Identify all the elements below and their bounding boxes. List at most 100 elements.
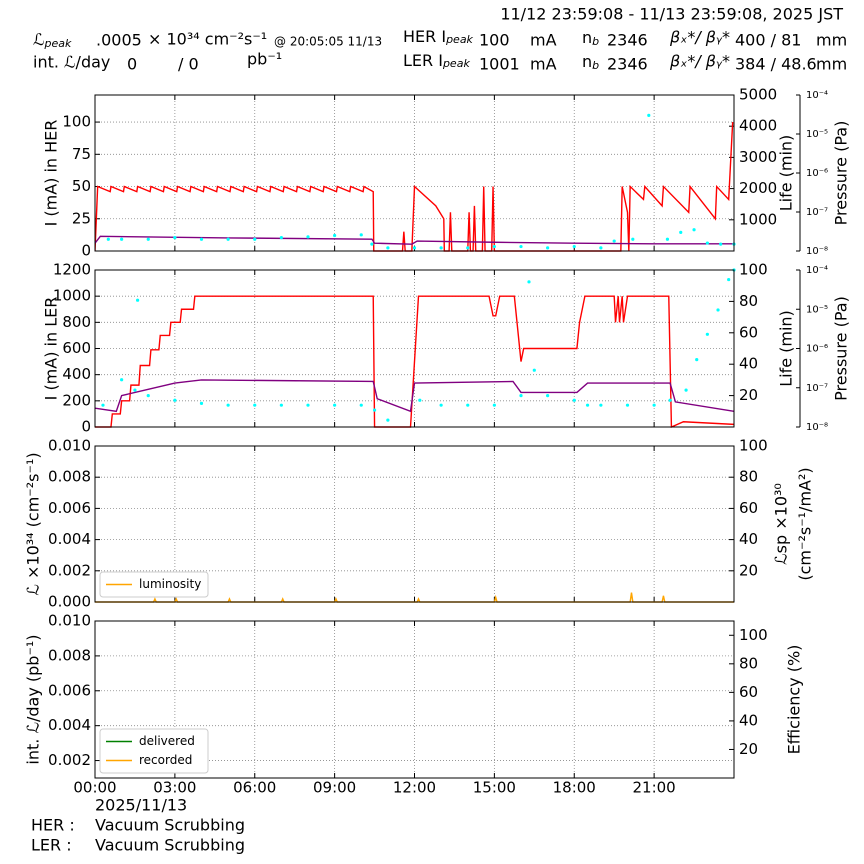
data-point (492, 244, 496, 249)
data-point (519, 244, 523, 249)
y2-axis-label: (cm⁻²s⁻¹/mA²) (796, 467, 815, 580)
subscript: peak (445, 33, 473, 46)
y-tick-label: 0 (81, 418, 91, 436)
x-tick-label: 00:00 (73, 779, 116, 797)
data-point (668, 398, 672, 402)
y2-tick-label: 1000 (739, 210, 777, 228)
subscript: peak (442, 57, 470, 70)
data-point (439, 246, 443, 250)
data-point (679, 230, 683, 234)
data-point (146, 394, 150, 398)
label: LER I (403, 51, 443, 70)
data-point (572, 398, 576, 402)
data-point (253, 403, 257, 407)
data-point (333, 233, 337, 238)
panel: 0.000 0.002 0.004 0.006 0.008 0.010 20 40 60 80 10… (24, 437, 815, 611)
y2-tick-label: 40 (739, 355, 758, 373)
data-point (684, 388, 688, 392)
y-tick-label: 200 (62, 391, 91, 409)
y2-tick-label: 3000 (739, 148, 777, 166)
her-ipeak-label: HER Ipeak (403, 27, 474, 47)
data-point (370, 242, 374, 246)
data-point (625, 403, 630, 407)
y-tick-label: 0.006 (48, 681, 91, 699)
data-point (359, 233, 363, 237)
y2-tick-label: 100 (739, 626, 768, 644)
y3-axis-label: Pressure (Pa) (832, 296, 851, 401)
label: n (582, 28, 592, 47)
y2-tick-label: 40 (739, 530, 758, 548)
data-line (95, 235, 734, 245)
y3-tick-label: 10⁻⁵ (806, 129, 828, 140)
y3-tick-label: 10⁻⁸ (806, 246, 828, 257)
y-tick-label: 0.002 (48, 561, 91, 579)
y-tick-label: 0.010 (48, 612, 91, 630)
ler-nb-label: nb (582, 52, 599, 73)
y-tick-label: 1200 (53, 261, 91, 279)
plot-frame (94, 620, 735, 779)
lpeak-label: ℒpeak (33, 30, 72, 51)
data-point (546, 394, 550, 398)
data-point (253, 237, 257, 241)
data-point (106, 237, 110, 241)
y-axis-label: I (mA) in LER (42, 297, 61, 401)
data-point (333, 403, 337, 407)
x-tick-label: 15:00 (473, 779, 516, 797)
subscript: b (592, 59, 599, 72)
y3-tick-label: 10⁻⁵ (806, 304, 828, 315)
her-beta-unit: mm (816, 31, 847, 50)
footer: 2025/11/13 HER : Vacuum Scrubbing LER : … (31, 796, 245, 855)
data-point (136, 298, 140, 302)
y-tick-label: 25 (72, 209, 91, 227)
ler-beta-label: βₓ*/ βᵧ* (669, 52, 730, 71)
data-point (466, 403, 470, 407)
data-point (359, 403, 363, 407)
y-tick-label: 0.000 (48, 593, 91, 611)
header-row-1: ℒpeak .0005 × 10³⁴ cm⁻²s⁻¹ @ 20:05:05 11… (33, 27, 847, 51)
data-point (652, 403, 656, 407)
y2-tick-label: 100 (739, 437, 768, 455)
lpeak-value: .0005 (96, 31, 142, 50)
y2-tick-label: 2000 (739, 179, 777, 197)
panel: 00:00 03:00 06:00 09:00 12:00 15:00 18:00 21:00… (24, 612, 804, 797)
y3-tick-label: 10⁻⁴ (806, 265, 828, 276)
her-unit: mA (530, 31, 557, 50)
label: n (582, 52, 592, 71)
y-tick-label: 0.008 (48, 468, 91, 486)
y2-tick-label: 80 (739, 468, 758, 486)
header-row-2: int. ℒ/day 0 / 0 pb⁻¹ LER Ipeak 1001 mA … (33, 50, 847, 74)
subscript: peak (44, 37, 72, 50)
her-nb-value: 2346 (607, 31, 648, 50)
data-point (173, 398, 177, 402)
y-tick-label: 0.008 (48, 646, 91, 664)
her-ipeak-value: 100 (479, 31, 510, 50)
x-tick-label: 06:00 (233, 779, 276, 797)
y3-tick-label: 10⁻⁸ (806, 422, 828, 433)
plot-frame (94, 269, 735, 428)
y3-tick-label: 10⁻⁷ (806, 207, 828, 218)
y-tick-label: 1000 (53, 287, 91, 305)
data-point (226, 237, 230, 241)
data-point (546, 246, 550, 250)
lint-label: int. ℒ/day (33, 53, 110, 72)
y-tick-label: 400 (62, 365, 91, 383)
y2-tick-label: 60 (739, 323, 758, 341)
legend-label: recorded (139, 753, 192, 767)
data-point (665, 237, 670, 241)
y-axis-label: int. ℒ/day (pb⁻¹) (24, 634, 43, 764)
data-point (226, 403, 230, 407)
label: HER I (403, 27, 446, 46)
data-point (466, 246, 470, 250)
y-tick-label: 0.006 (48, 499, 91, 517)
y-tick-label: 0.004 (48, 530, 91, 548)
her-nb-label: nb (582, 28, 599, 49)
data-point (306, 235, 310, 239)
data-point (101, 403, 105, 407)
data-point (527, 280, 531, 284)
y3-axis-label: Pressure (Pa) (832, 121, 851, 226)
ler-beta-unit: mm (816, 55, 847, 74)
data-point (695, 358, 699, 362)
ler-ipeak-label: LER Ipeak (403, 51, 470, 71)
lpeak-time: @ 20:05:05 11/13 (274, 35, 382, 49)
